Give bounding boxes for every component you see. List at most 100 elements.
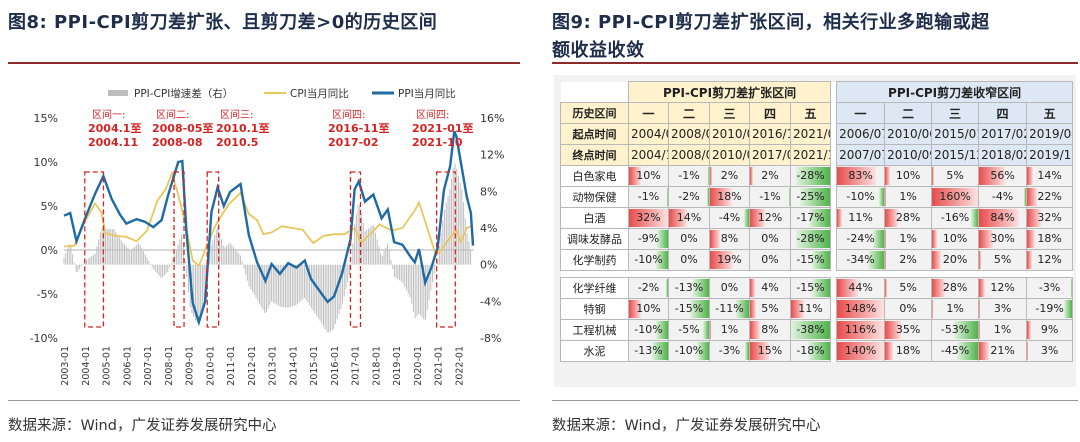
industry-row: 动物保健 -1% -2% 18% -1% -25% -10% 1% 160% -4% 22% [560,186,1074,208]
industry-row: 化学纤维 -2% -13% 0% 4% -15% 44% 5% 28% 12% -3% [560,277,1074,299]
negative-bar [744,209,749,227]
industry-name: 调味发酵品 [560,228,629,250]
expansion-return-cell: 11% [789,298,832,320]
x-axis-tick: 2018-01 [371,346,382,386]
expansion-return-cell: 32% [628,207,669,229]
interval-start: 2004.1至 [88,122,141,135]
expansion-col-label: 五 [789,102,832,124]
contraction-end-date: 2010/09 [884,144,933,166]
contraction-return-cell: 2% [884,249,933,271]
right-source-text: 数据来源：Wind，广发证券发展研究中心 [552,418,821,434]
legend-label: CPI当月同比 [290,87,349,100]
negative-bar [795,167,830,185]
positive-bar [837,321,884,339]
end-row: 终点时间2004/112008/082010/052017/022021/102… [560,144,1074,166]
positive-bar [837,167,877,185]
positive-bar [1027,188,1037,206]
left-axis-tick: 10% [34,156,58,169]
bar-cell-host: 4% [750,279,790,298]
bar-cell-host: 0% [751,230,790,249]
contraction-col-label: 三 [931,102,980,124]
positive-bar [837,342,884,360]
negative-bar [953,321,978,339]
bar-cell-host: 12% [979,279,1026,298]
expansion-return-cell: 8% [749,319,791,341]
industry-row: 工程机械 -10% -5% 1% 8% -38% 116% 35% -53% 1% 9% [560,319,1074,341]
x-axis-tick: 2015-01 [309,346,320,386]
positive-bar [885,167,890,185]
bar-cell-host: 12% [1027,251,1072,270]
contraction-return-cell: 28% [931,277,980,299]
expansion-return-cell: -13% [668,277,710,299]
table-background: PPI-CPI剪刀差扩张区间 PPI-CPI剪刀差收窄区间 历史区间一二三四五一二三… [554,75,1076,387]
bar-cell-host: 0% [670,230,709,249]
bar-cell-host: 20% [932,251,978,270]
bar-cell-host: 44% [837,279,884,298]
negative-bar [970,209,978,227]
positive-bar [837,279,858,297]
table-header-row: PPI-CPI剪刀差扩张区间 PPI-CPI剪刀差收窄区间 [560,81,1074,103]
cell-value: -45% [940,344,970,357]
bar-cell-host: 140% [837,342,884,361]
bar-cell-host: -15% [670,300,709,319]
contraction-return-cell: 10% [884,165,933,187]
bar-cell-host: 8% [750,321,790,340]
positive-bar [979,300,981,318]
bar-cell-host: -9% [630,230,668,249]
bar-cell-host: -13% [670,279,709,298]
cell-value: -2% [637,281,660,294]
bar-cell-host: 5% [750,300,790,319]
negative-bar [706,188,709,206]
bar-cell-host: 1% [933,300,978,319]
x-axis-tick: 2020-01 [413,346,424,386]
header-blank [560,81,629,103]
bar-cell-host: 19% [710,251,749,270]
expansion-return-cell: -18% [789,340,832,362]
positive-bar [669,209,687,227]
x-axis-tick: 2006-01 [122,346,133,386]
negative-bar [791,321,830,339]
bar-cell-host: 14% [1027,167,1072,186]
bar-cell-host: 18% [1027,230,1072,249]
bar-cell-host: 83% [837,167,884,186]
returns-table: PPI-CPI剪刀差扩张区间 PPI-CPI剪刀差收窄区间 历史区间一二三四五一二三… [560,81,1074,362]
cell-value: 9% [1040,323,1059,336]
negative-bar [957,342,978,360]
expansion-return-cell: -10% [628,249,669,271]
bar-cell-host: 160% [932,188,978,207]
cell-value: -10% [674,344,704,357]
contraction-return-cell: 116% [836,319,886,341]
positive-bar [750,167,753,185]
cell-value: 1% [993,323,1012,336]
contraction-return-cell: 1% [884,186,933,208]
bar-cell-host: 8% [710,230,749,249]
group-spacer [560,270,1073,278]
positive-bar [837,209,843,227]
cell-value: 10% [636,302,661,315]
bar-cell-host: -1% [630,188,668,207]
cell-value: 12% [757,211,783,224]
bar-cell-host: 28% [885,209,931,228]
bar-cell-host: -3% [1028,279,1072,298]
bar-cell-host: 28% [932,279,978,298]
cell-value: 19% [717,253,742,266]
contraction-return-cell: 28% [884,207,933,229]
contraction-return-cell: 21% [978,340,1028,362]
interval-end: 2004.11 [88,136,138,149]
cell-value: 0% [680,253,698,266]
contraction-return-cell: 1% [884,228,933,250]
expansion-col-label: 二 [668,102,710,124]
bar-cell-host: 0% [711,279,749,298]
right-axis-tick: 0% [480,259,497,272]
positive-bar [932,251,942,269]
interval-name: 区间一: [92,108,125,121]
industry-name: 水泥 [560,340,629,362]
positive-bar [1027,251,1033,269]
expansion-return-cell: -3% [709,340,750,362]
expansion-return-cell: -28% [789,165,832,187]
bar-cell-host: 84% [979,209,1026,228]
x-axis-tick: 2010-01 [205,346,216,386]
contraction-return-cell: 22% [1026,186,1074,208]
cell-value: 1% [899,232,917,245]
negative-bar [1063,300,1072,318]
